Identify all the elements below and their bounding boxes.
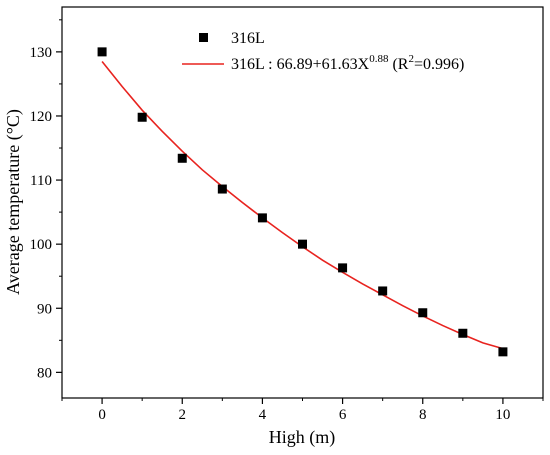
data-point (217, 184, 227, 194)
data-point (418, 308, 428, 318)
data-point (458, 328, 468, 338)
legend-label-316l-fit: 316L : 66.89+61.63X0.88 (R2=0.996) (231, 53, 464, 73)
legend-fit-r-value: =0.996) (414, 56, 464, 73)
y-tick-label: 80 (37, 365, 52, 381)
series-layer (97, 47, 508, 357)
x-axis-tick-labels: 0 2 4 6 8 10 (98, 407, 510, 423)
legend-label-316l-points: 316L (231, 30, 265, 47)
x-axis-title: High (m) (269, 427, 336, 448)
y-tick-label: 110 (30, 173, 52, 189)
legend: 316L 316L : 66.89+61.63X0.88 (R2=0.996) (182, 30, 464, 73)
x-tick-label: 8 (419, 407, 427, 423)
data-point (137, 112, 147, 122)
y-axis-ticks (56, 19, 62, 373)
legend-fit-r-prefix: (R (388, 56, 408, 73)
y-axis-title: Average temperature (°C) (3, 109, 24, 295)
legend-fit-exponent: 0.88 (369, 53, 389, 65)
y-tick-label: 100 (30, 237, 53, 253)
data-point (97, 47, 107, 57)
x-tick-label: 2 (179, 407, 187, 423)
data-point (498, 347, 508, 357)
x-tick-label: 6 (339, 407, 347, 423)
x-tick-label: 10 (495, 407, 510, 423)
y-tick-label: 130 (30, 45, 53, 61)
data-point (298, 239, 307, 249)
y-axis-tick-labels: 80 90 100 110 120 130 (30, 45, 53, 381)
x-axis-ticks (61, 398, 544, 404)
data-point (177, 153, 187, 163)
legend-fit-equation: 316L : 66.89+61.63X (231, 56, 370, 73)
legend-marker-316l-points (199, 33, 208, 42)
data-point (257, 213, 267, 223)
legend-fit-r-exponent: 2 (408, 53, 414, 65)
y-tick-label: 120 (30, 109, 53, 125)
y-tick-label: 90 (37, 301, 52, 317)
data-point (338, 263, 348, 273)
x-tick-label: 0 (98, 407, 106, 423)
data-point (378, 286, 388, 296)
x-tick-label: 4 (259, 407, 267, 423)
